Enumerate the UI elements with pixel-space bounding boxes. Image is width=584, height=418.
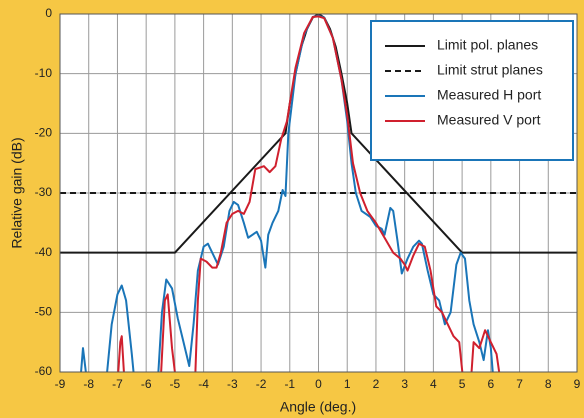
- x-tick-label: 0: [315, 377, 322, 391]
- y-tick-label: -40: [35, 245, 53, 259]
- y-tick-label: -20: [35, 126, 53, 140]
- y-tick-label: -30: [35, 185, 53, 199]
- x-tick-label: -2: [256, 377, 267, 391]
- x-tick-label: 1: [344, 377, 351, 391]
- y-axis-label: Relative gain (dB): [9, 137, 25, 248]
- y-tick-label: -10: [35, 66, 53, 80]
- x-tick-label: 3: [401, 377, 408, 391]
- x-tick-label: -3: [227, 377, 238, 391]
- legend-label: Limit pol. planes: [437, 37, 538, 53]
- y-tick-label: -50: [35, 305, 53, 319]
- x-tick-label: 9: [574, 377, 581, 391]
- y-tick-label: -60: [35, 364, 53, 378]
- x-tick-label: -9: [55, 377, 66, 391]
- x-tick-label: 2: [373, 377, 380, 391]
- series-line: [117, 15, 501, 372]
- y-tick-label: 0: [45, 6, 52, 20]
- ticks: -9 -8 -7 -6 -5 -4 -3 -2 -1 0 1 2 3 4 5 6 7 8 9-60-50-40-30…: [35, 6, 581, 391]
- x-axis-label: Angle (deg.): [280, 399, 356, 415]
- legend: Limit pol. planes Limit strut planes Measu…: [370, 20, 574, 161]
- legend-label: Measured H port: [437, 87, 541, 103]
- plot-frame: [59, 13, 578, 373]
- legend-label: Measured V port: [437, 112, 541, 128]
- x-tick-label: 7: [516, 377, 523, 391]
- x-tick-label: -5: [170, 377, 181, 391]
- x-tick-label: 6: [487, 377, 494, 391]
- x-tick-label: 5: [459, 377, 466, 391]
- x-tick-label: -6: [141, 377, 152, 391]
- lines: [60, 14, 577, 372]
- x-tick-label: 8: [545, 377, 552, 391]
- x-tick-label: 4: [430, 377, 437, 391]
- x-tick-label: -1: [284, 377, 295, 391]
- legend-box: [370, 20, 574, 161]
- legend-label: Limit strut planes: [437, 62, 543, 78]
- x-tick-label: -8: [83, 377, 94, 391]
- x-tick-label: -7: [112, 377, 123, 391]
- x-tick-label: -4: [198, 377, 209, 391]
